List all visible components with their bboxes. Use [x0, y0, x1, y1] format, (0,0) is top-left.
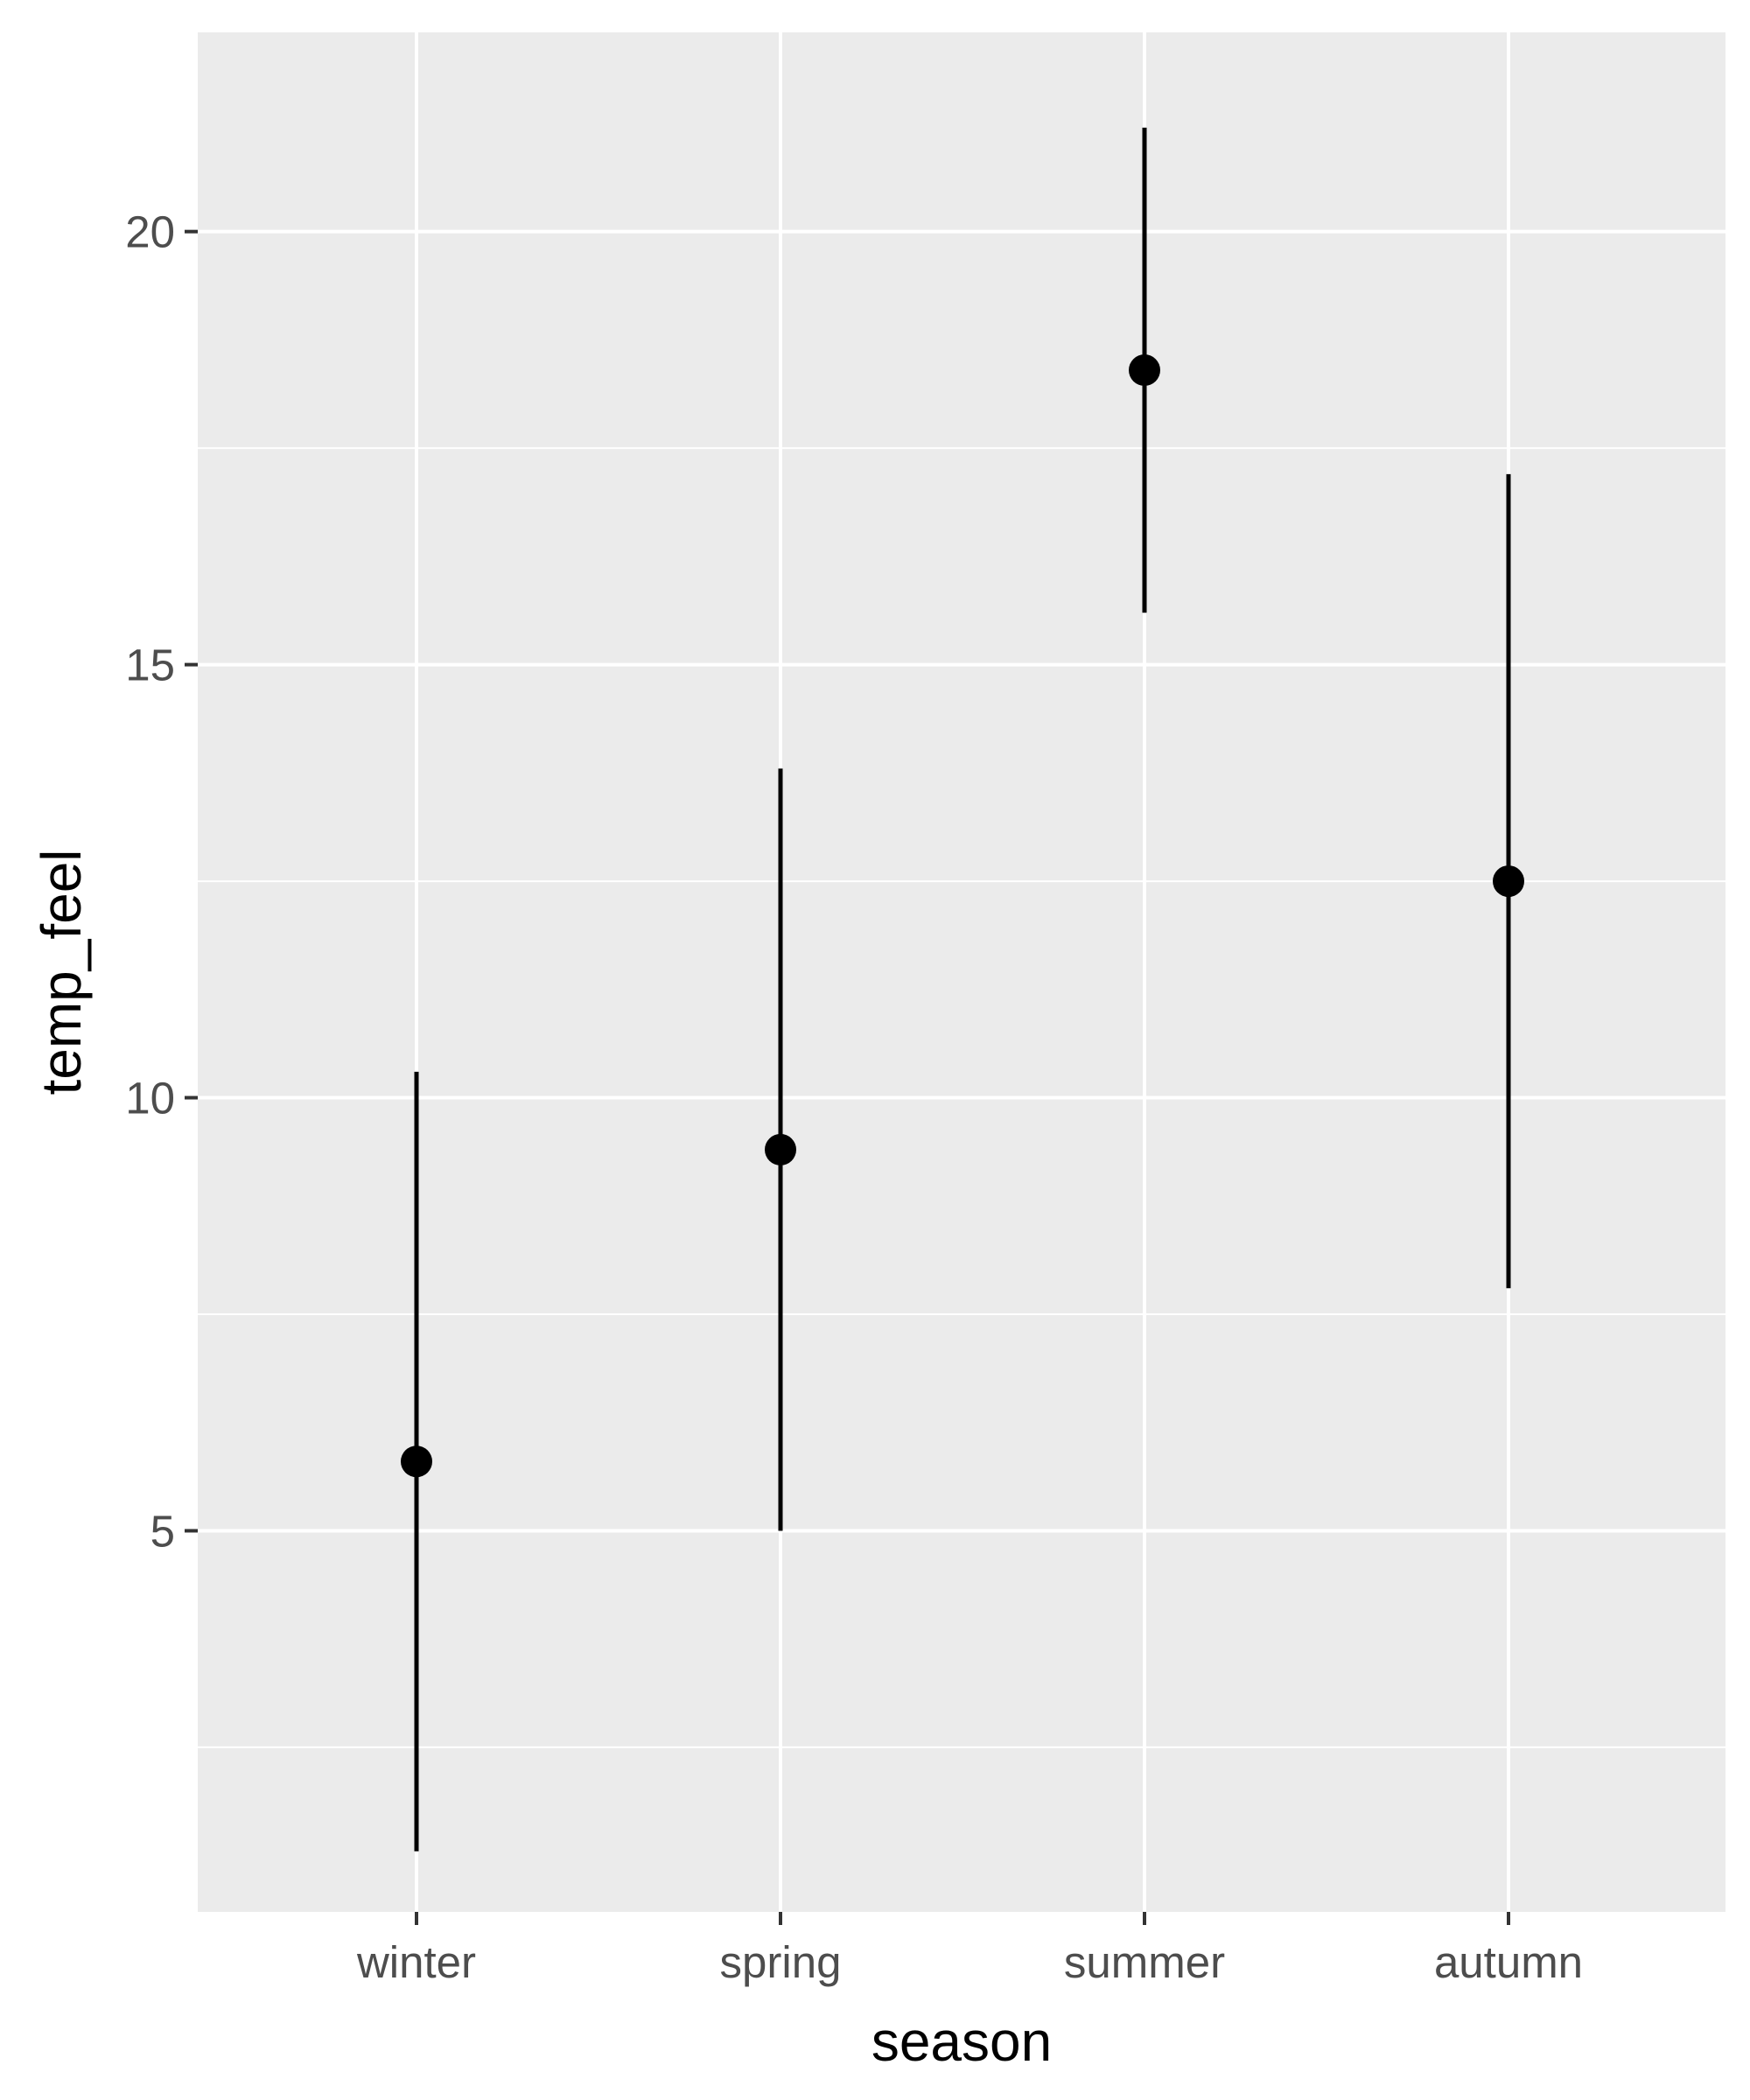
y-axis-title: temp_feel	[30, 849, 93, 1095]
data-point-winter	[401, 1446, 432, 1478]
y-axis: 5 10 15 20	[125, 207, 198, 1556]
y-tick-label: 20	[125, 207, 175, 257]
plot-panel	[198, 32, 1726, 1912]
x-tick-label: autumn	[1434, 1937, 1583, 1987]
y-tick-label: 5	[150, 1506, 175, 1556]
data-point-spring	[765, 1133, 796, 1166]
x-axis: winter spring summer autumn	[356, 1912, 1583, 1987]
x-tick-label: summer	[1064, 1937, 1225, 1987]
data-point-summer	[1129, 354, 1160, 387]
x-tick-label: winter	[356, 1937, 476, 1987]
x-tick-label: spring	[720, 1937, 842, 1987]
x-axis-title: season	[872, 2010, 1052, 2073]
y-tick-label: 15	[125, 640, 175, 690]
data-points	[401, 354, 1524, 1478]
y-tick-label: 10	[125, 1074, 175, 1124]
data-point-autumn	[1493, 865, 1524, 898]
major-gridlines-y	[198, 229, 1726, 1533]
minor-gridlines	[198, 447, 1726, 1748]
